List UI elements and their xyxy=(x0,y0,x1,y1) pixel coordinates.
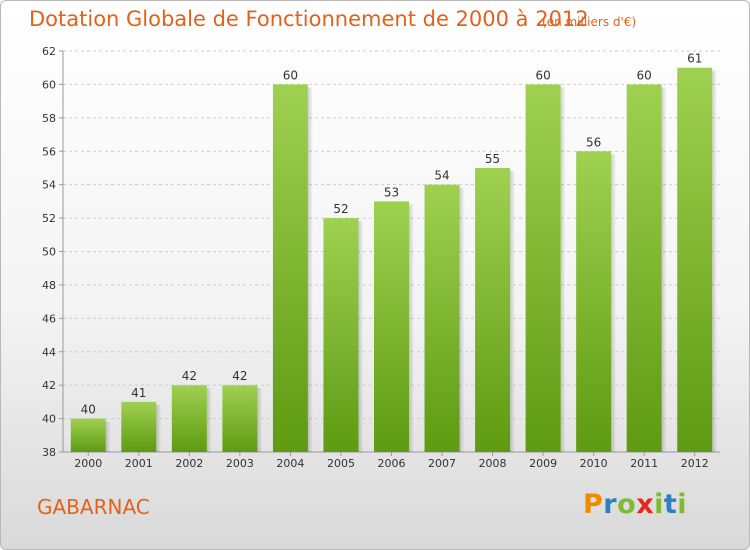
logo-letter: t xyxy=(663,489,678,520)
y-tick-label: 50 xyxy=(42,246,56,259)
y-tick-label: 38 xyxy=(42,446,56,459)
bar-2009 xyxy=(525,84,561,453)
x-axis-ticks: 2000 2001 2002 2003 2004 2005 2006 2007 2008 2009… xyxy=(74,452,709,470)
data-label-2011: 60 xyxy=(637,68,652,82)
y-tick-label: 54 xyxy=(42,179,56,192)
data-label-2003: 42 xyxy=(232,369,247,383)
x-tick-label-2003: 2003 xyxy=(226,457,254,470)
bars xyxy=(70,67,718,453)
bar-2011 xyxy=(626,84,662,453)
bar-2001 xyxy=(121,401,157,452)
bar-shadow xyxy=(105,421,111,452)
y-tick-label: 44 xyxy=(42,346,56,359)
y-tick-label: 52 xyxy=(42,212,56,225)
commune-name: GABARNAC xyxy=(37,495,150,519)
bar-shadow xyxy=(307,87,313,453)
bar-2002 xyxy=(171,385,207,452)
x-tick-label-2005: 2005 xyxy=(327,457,355,470)
y-tick-label: 40 xyxy=(42,413,56,426)
x-tick-label-2006: 2006 xyxy=(378,457,406,470)
x-tick-label-2007: 2007 xyxy=(428,457,456,470)
bar-2012 xyxy=(677,67,713,452)
data-label-2009: 60 xyxy=(535,68,550,82)
chart-unit: (en milliers d'€) xyxy=(542,15,637,29)
logo-letter: i xyxy=(654,489,664,520)
bar-shadow xyxy=(459,187,465,452)
x-tick-label-2004: 2004 xyxy=(276,457,304,470)
bar-shadow xyxy=(510,170,516,453)
data-label-2002: 42 xyxy=(182,369,197,383)
data-label-2001: 41 xyxy=(131,386,146,400)
x-tick-label-2011: 2011 xyxy=(630,457,658,470)
logo-letter: P xyxy=(583,489,604,520)
bar-shadow xyxy=(206,388,212,452)
bar-shadow xyxy=(257,388,263,452)
data-label-2000: 40 xyxy=(81,403,96,417)
x-tick-label-2001: 2001 xyxy=(125,457,153,470)
x-tick-label-2008: 2008 xyxy=(479,457,507,470)
bar-2003 xyxy=(222,385,258,452)
bar-2004 xyxy=(272,84,308,453)
bar-2010 xyxy=(576,151,612,452)
x-tick-label-2009: 2009 xyxy=(529,457,557,470)
y-tick-label: 42 xyxy=(42,379,56,392)
y-tick-label: 60 xyxy=(42,78,56,91)
data-labels: 40 41 42 42 60 52 53 54 55 60 56 60 61 xyxy=(81,52,703,417)
bar-2007 xyxy=(424,184,460,452)
bar-shadow xyxy=(560,87,566,453)
x-tick-label-2010: 2010 xyxy=(580,457,608,470)
bar-shadow xyxy=(358,221,364,452)
y-tick-label: 58 xyxy=(42,112,56,125)
x-tick-label-2002: 2002 xyxy=(175,457,203,470)
data-label-2006: 53 xyxy=(384,185,399,199)
data-label-2004: 60 xyxy=(283,68,298,82)
y-axis-ticks: 38 40 42 44 46 48 50 52 54 56 58 60 62 xyxy=(42,45,63,459)
bar-2000 xyxy=(70,418,106,452)
y-tick-label: 48 xyxy=(42,279,56,292)
y-tick-label: 56 xyxy=(42,145,56,158)
chart-title: Dotation Globale de Fonctionnement de 20… xyxy=(29,7,589,31)
bar-2005 xyxy=(323,218,359,452)
data-label-2010: 56 xyxy=(586,135,601,149)
data-label-2008: 55 xyxy=(485,152,500,166)
x-tick-label-2000: 2000 xyxy=(74,457,102,470)
bar-shadow xyxy=(611,154,617,452)
logo-letter: r xyxy=(603,489,618,520)
x-tick-label-2012: 2012 xyxy=(681,457,709,470)
data-label-2007: 54 xyxy=(434,169,449,183)
y-tick-label: 62 xyxy=(42,45,56,58)
bar-2008 xyxy=(475,167,511,453)
bar-shadow xyxy=(712,70,718,452)
logo-letter: x xyxy=(636,489,655,520)
logo-letter: o xyxy=(617,489,637,520)
logo-letter: i xyxy=(677,489,688,520)
bar-shadow xyxy=(156,404,162,452)
bar-shadow xyxy=(409,204,414,452)
bar-shadow xyxy=(661,87,667,453)
proxiti-logo: Proxiti xyxy=(583,489,687,520)
bar-2006 xyxy=(374,201,409,452)
data-label-2012: 61 xyxy=(687,52,702,66)
data-label-2005: 52 xyxy=(333,202,348,216)
y-tick-label: 46 xyxy=(42,312,56,325)
